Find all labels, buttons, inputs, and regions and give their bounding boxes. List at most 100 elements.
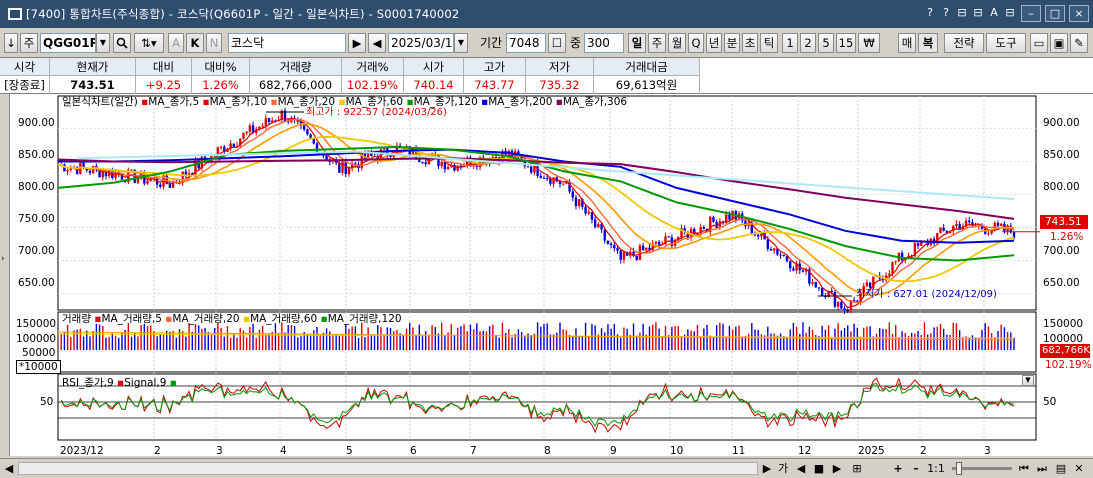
candle-body [936,233,939,244]
panel-menu-icon[interactable]: ▼ [1022,375,1034,386]
tools-button[interactable]: 도구 [986,33,1026,53]
expand-arrow-icon[interactable]: › [1,254,5,264]
zoom-in-button[interactable]: + [893,462,903,475]
candle-body [651,243,654,251]
next-button[interactable]: ▶ [348,33,366,53]
candle-body [593,219,597,228]
candle-body [69,167,72,170]
tab-year[interactable]: 년 [706,33,722,53]
tab-weekly[interactable]: 주 [648,33,666,53]
code-dropdown-icon[interactable]: ▼ [96,33,110,53]
date-dropdown-icon[interactable]: ▼ [454,33,468,53]
tab-quarter[interactable]: Q [688,33,704,53]
play-forward-button[interactable]: ▶ [832,462,842,475]
ma20-line [57,123,1015,297]
minute-5-button[interactable]: 5 [818,33,834,53]
tab-tick[interactable]: 틱 [760,33,778,53]
tab-monthly[interactable]: 월 [668,33,686,53]
maximize-button[interactable]: □ [1045,5,1065,22]
candle-body [900,252,904,261]
candle-body [616,248,619,251]
minute-2-button[interactable]: 2 [800,33,816,53]
candle-body [526,166,530,168]
first-page-icon[interactable]: ⏮ [1019,462,1029,475]
grid-view-button[interactable]: ⊞ [852,462,862,475]
close-panel-icon[interactable]: ✕ [1074,462,1084,475]
quote-open: 740.14 [404,76,464,94]
legend-chart-type: 일본식차트(일간) [62,96,138,108]
candle-body [587,211,590,214]
settings-icon[interactable]: ▤ [1055,462,1067,475]
help-icon[interactable]: ? [927,6,933,19]
candle-body [622,251,626,260]
rsi-signal-line [60,382,1015,428]
save-icon[interactable]: ▣ [1050,33,1068,53]
layout-icon[interactable]: ⊟ [957,6,967,19]
x-tick: 6 [410,445,417,457]
x-tick: 3 [216,445,223,457]
candle-body [856,300,859,302]
ratio-button[interactable]: 1:1 [927,462,945,475]
minimize-button[interactable]: – [1021,5,1041,22]
grid-icon[interactable]: ⊟ [973,6,983,19]
zoom-slider[interactable] [952,467,1012,470]
count-input[interactable]: 300 [584,33,624,53]
text-tool-button[interactable]: 가 [777,462,789,475]
quote-header: 고가 [464,58,526,76]
minute-1-button[interactable]: 1 [782,33,798,53]
stop-button[interactable]: ■ [813,462,825,475]
candle-body [894,261,897,263]
ab-n-button[interactable]: N [206,33,222,53]
search-icon[interactable] [113,33,131,53]
candle-body [696,233,699,235]
market-name-field[interactable]: 코스닥 [228,33,346,53]
code-input[interactable]: QGG01P [40,33,96,53]
candle-body [159,184,162,187]
wrench-icon[interactable]: ✎ [1070,33,1088,53]
close-button[interactable]: × [1069,5,1089,22]
date-input[interactable]: 2025/03/17 [388,33,454,53]
y-tick: 650.00 [1043,277,1080,289]
minute-15-button[interactable]: 15 [836,33,856,53]
pin-icon[interactable]: ⊟ [1005,6,1015,19]
candle-body [424,162,427,165]
folder-icon[interactable]: ▭ [1030,33,1048,53]
strategy-button[interactable]: 전략 [944,33,984,53]
stock-type-button[interactable]: 주 [20,33,38,53]
ab-a-button[interactable]: A [168,33,184,53]
ab-k-button[interactable]: K [186,33,204,53]
y-tick: 800.00 [1043,181,1080,193]
sell-button[interactable]: 매 [898,33,916,53]
horizontal-scrollbar[interactable] [18,462,758,475]
chart-canvas[interactable] [0,94,1093,456]
scroll-right-icon[interactable]: ▶ [762,462,772,475]
volume-y-tick: 100000 [1043,333,1084,345]
zoom-out-button[interactable]: – [913,462,919,475]
candle-body [411,148,415,157]
candle-body [446,166,450,170]
candle-body [840,302,843,309]
repeat-button[interactable]: 복 [918,33,938,53]
chart-area[interactable] [0,94,1093,456]
last-page-icon[interactable]: ⏭ [1037,462,1047,475]
arrow-down-button[interactable]: ↓ [4,33,18,53]
checkbox[interactable]: ☐ [548,33,566,53]
candle-body [859,292,862,302]
scroll-left-icon[interactable]: ◀ [4,462,14,475]
won-button[interactable]: ₩ [858,33,880,53]
candle-body [287,121,290,123]
period-input[interactable]: 7048 [506,33,546,53]
tab-daily[interactable]: 일 [628,33,646,53]
zoom-slider-thumb[interactable] [956,462,962,475]
x-tick: 2023/12 [60,445,104,457]
play-back-button[interactable]: ◀ [796,462,806,475]
candle-body [341,161,344,173]
prev-button[interactable]: ◀ [368,33,386,53]
font-icon[interactable]: A [990,6,998,19]
left-collapse-strip[interactable]: › [0,94,10,456]
candle-body [258,126,261,130]
info-icon[interactable]: ? [943,6,949,19]
sort-icon[interactable]: ⇅▾ [134,33,164,53]
tab-second[interactable]: 초 [742,33,758,53]
tab-minute[interactable]: 분 [724,33,740,53]
